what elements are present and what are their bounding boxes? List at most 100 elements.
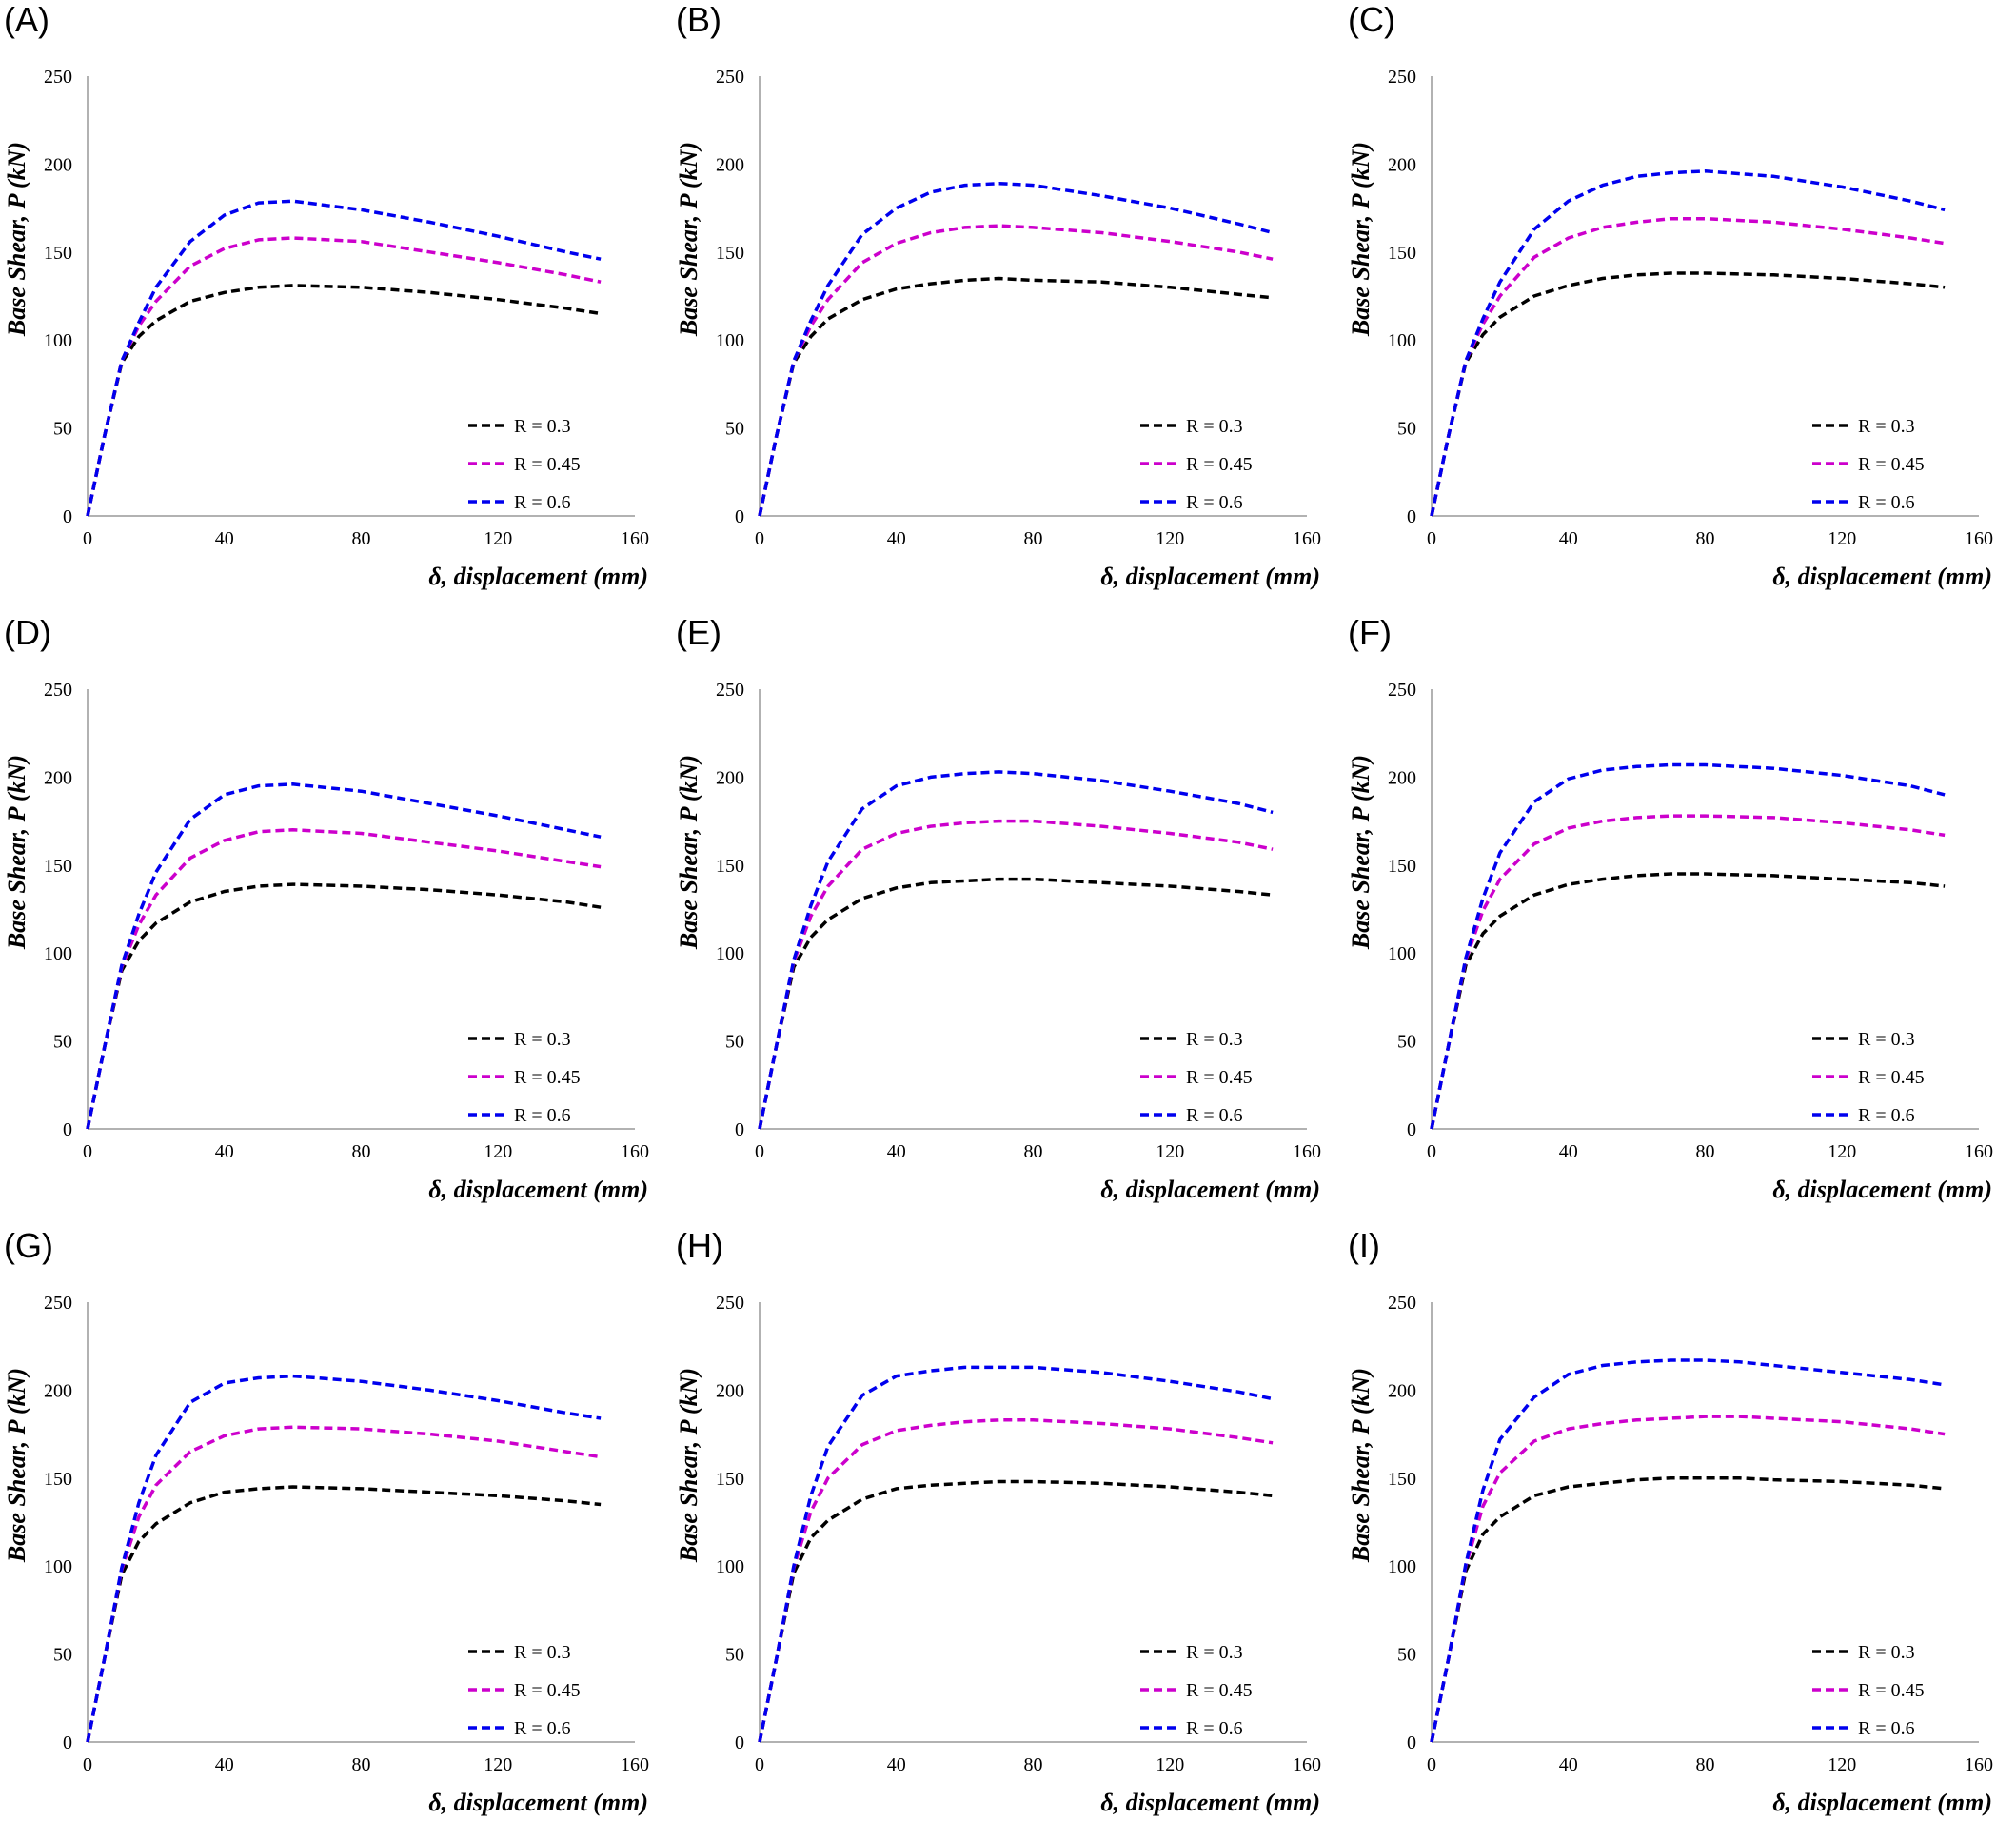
- x-tick-label: 120: [1156, 1754, 1184, 1775]
- x-tick-label: 120: [1828, 528, 1856, 549]
- chart-panel: (B) 0 40 80 120 160 0 50 100 150 200 250 δ, displace…: [672, 0, 1344, 613]
- x-tick-label: 40: [215, 1141, 234, 1162]
- x-axis-title: δ, displacement (mm): [1100, 1789, 1320, 1816]
- x-tick-label: 80: [1024, 528, 1043, 549]
- y-axis-title: Base Shear, P (kN): [1347, 142, 1374, 337]
- series-line: [1430, 1476, 1946, 1743]
- y-tick-label: 150: [716, 856, 744, 877]
- y-tick-label: 0: [63, 1119, 72, 1140]
- x-tick-label: 120: [484, 1141, 512, 1162]
- panel-label: (I): [1348, 1226, 1380, 1265]
- chart-panel: (F) 0 40 80 120 160 0 50 100 150 200 250 δ, displace…: [1344, 613, 2016, 1226]
- series-line: [1430, 1415, 1946, 1743]
- x-tick-label: 160: [1965, 528, 1993, 549]
- series-line: [86, 1485, 602, 1743]
- y-tick-label: 50: [725, 1032, 744, 1053]
- x-tick-label: 0: [83, 528, 92, 549]
- y-tick-label: 250: [716, 680, 744, 701]
- y-tick-label: 0: [735, 1732, 744, 1753]
- series-line: [1430, 1358, 1946, 1743]
- x-tick-label: 160: [1293, 1141, 1321, 1162]
- x-tick-label: 160: [621, 528, 649, 549]
- x-tick-label: 80: [352, 528, 371, 549]
- series-line: [86, 199, 602, 517]
- x-tick-label: 40: [887, 1754, 906, 1775]
- legend-label: R = 0.45: [1858, 1067, 1925, 1088]
- y-axis-title: Base Shear, P (kN): [3, 142, 30, 337]
- chart-svg: 0 40 80 120 160 0 50 100 150 200 250 δ, displacemen…: [3, 680, 649, 1203]
- x-tick-label: 160: [1293, 1754, 1321, 1775]
- series-line: [86, 828, 602, 1130]
- chart-panel: (G) 0 40 80 120 160 0 50 100 150 200 250 δ, displace…: [0, 1226, 672, 1839]
- x-tick-label: 0: [1427, 1754, 1436, 1775]
- legend-label: R = 0.3: [1858, 1642, 1915, 1663]
- x-tick-label: 80: [352, 1141, 371, 1162]
- series-line: [1430, 169, 1946, 517]
- x-axis-title: δ, displacement (mm): [1772, 563, 1992, 590]
- y-tick-label: 0: [735, 1119, 744, 1140]
- y-tick-label: 100: [716, 330, 744, 351]
- y-tick-label: 250: [1388, 680, 1416, 701]
- series-line: [86, 284, 602, 517]
- y-tick-label: 250: [44, 67, 72, 88]
- y-axis-title: Base Shear, P (kN): [3, 755, 30, 950]
- y-tick-label: 150: [44, 1469, 72, 1490]
- series-line: [758, 276, 1274, 517]
- legend-label: R = 0.6: [514, 492, 571, 513]
- series-line: [758, 181, 1274, 517]
- chart-svg: 0 40 80 120 160 0 50 100 150 200 250 δ, displacemen…: [1347, 67, 1993, 590]
- y-tick-label: 150: [1388, 856, 1416, 877]
- x-tick-label: 120: [1828, 1754, 1856, 1775]
- x-tick-label: 160: [621, 1141, 649, 1162]
- x-tick-label: 80: [352, 1754, 371, 1775]
- legend-label: R = 0.6: [1186, 492, 1243, 513]
- y-tick-label: 50: [1397, 1645, 1416, 1666]
- panel-label: (G): [4, 1226, 53, 1265]
- x-axis-title: δ, displacement (mm): [428, 1789, 648, 1816]
- y-tick-label: 200: [44, 767, 72, 788]
- panel-label: (C): [1348, 0, 1395, 39]
- legend-label: R = 0.45: [514, 454, 581, 475]
- x-axis-title: δ, displacement (mm): [1772, 1789, 1992, 1816]
- y-tick-label: 150: [1388, 1469, 1416, 1490]
- series-line: [86, 1425, 602, 1743]
- x-tick-label: 40: [1559, 1141, 1578, 1162]
- panel-label: (F): [1348, 613, 1392, 652]
- series-line: [86, 1374, 602, 1743]
- x-tick-label: 40: [215, 528, 234, 549]
- y-tick-label: 200: [1388, 154, 1416, 175]
- x-tick-label: 80: [1696, 528, 1715, 549]
- legend-label: R = 0.3: [1186, 1029, 1243, 1050]
- chart-panel: (I) 0 40 80 120 160 0 50 100 150 200 250 δ, displace…: [1344, 1226, 2016, 1839]
- y-axis-title: Base Shear, P (kN): [3, 1368, 30, 1563]
- panel-label: (B): [676, 0, 721, 39]
- y-tick-label: 0: [735, 506, 744, 527]
- x-tick-label: 80: [1024, 1754, 1043, 1775]
- y-axis-title: Base Shear, P (kN): [675, 755, 702, 950]
- chart-svg: 0 40 80 120 160 0 50 100 150 200 250 δ, displacemen…: [675, 67, 1321, 590]
- legend-label: R = 0.3: [1858, 1029, 1915, 1050]
- legend-label: R = 0.45: [514, 1680, 581, 1701]
- legend-label: R = 0.6: [1858, 492, 1915, 513]
- y-tick-label: 150: [716, 1469, 744, 1490]
- x-tick-label: 120: [484, 528, 512, 549]
- y-axis-title: Base Shear, P (kN): [1347, 755, 1374, 950]
- y-tick-label: 200: [716, 1380, 744, 1401]
- series-line: [1430, 271, 1946, 517]
- x-tick-label: 40: [1559, 1754, 1578, 1775]
- x-tick-label: 120: [484, 1754, 512, 1775]
- legend-label: R = 0.3: [1186, 416, 1243, 437]
- y-tick-label: 100: [1388, 1556, 1416, 1577]
- legend-label: R = 0.45: [514, 1067, 581, 1088]
- chart-panel: (E) 0 40 80 120 160 0 50 100 150 200 250 δ, displace…: [672, 613, 1344, 1226]
- y-tick-label: 100: [44, 943, 72, 964]
- x-axis-title: δ, displacement (mm): [1772, 1176, 1992, 1203]
- legend-label: R = 0.3: [514, 1642, 571, 1663]
- y-tick-label: 250: [1388, 1293, 1416, 1314]
- legend-label: R = 0.45: [1186, 454, 1253, 475]
- y-tick-label: 200: [44, 1380, 72, 1401]
- x-tick-label: 0: [1427, 528, 1436, 549]
- y-tick-label: 0: [1407, 1732, 1416, 1753]
- y-tick-label: 200: [716, 767, 744, 788]
- y-tick-label: 150: [716, 243, 744, 264]
